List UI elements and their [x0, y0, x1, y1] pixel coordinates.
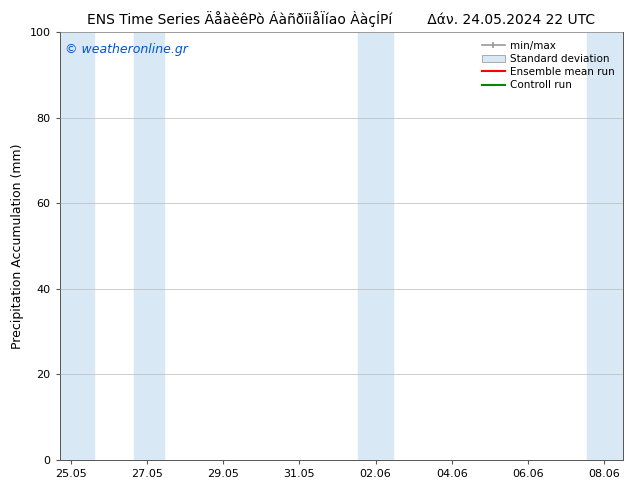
Bar: [60, 32, 94, 460]
Legend: min/max, Standard deviation, Ensemble mean run, Controll run: min/max, Standard deviation, Ensemble me…: [479, 38, 618, 93]
Y-axis label: Precipitation Accumulation (mm): Precipitation Accumulation (mm): [11, 144, 24, 349]
Title: ENS Time Series ÄåàèêPò ÁàñðïiåÏíao ÀàçÍPí        Δάν. 24.05.2024 22 UTC: ENS Time Series ÄåàèêPò ÁàñðïiåÏíao ÀàçÍ…: [87, 11, 595, 27]
Bar: [134, 32, 164, 460]
Text: © weatheronline.gr: © weatheronline.gr: [65, 43, 188, 56]
Bar: [586, 32, 623, 460]
Bar: [358, 32, 392, 460]
